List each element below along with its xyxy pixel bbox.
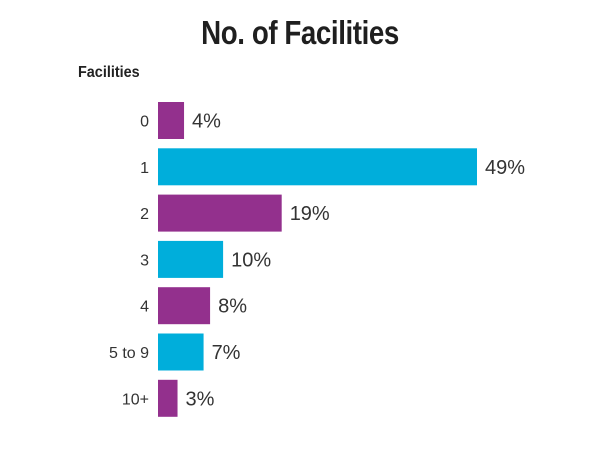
value-label-4: 8% — [218, 296, 247, 318]
category-label-3: 3 — [140, 252, 149, 269]
value-label-2: 19% — [290, 203, 330, 225]
bar-2 — [158, 194, 282, 232]
category-label-4: 4 — [140, 299, 149, 316]
bar-6 — [158, 379, 178, 417]
value-label-3: 10% — [231, 249, 271, 271]
category-label-1: 1 — [140, 160, 149, 177]
category-label-2: 2 — [140, 206, 149, 223]
bar-3 — [158, 240, 224, 278]
bar-1 — [158, 148, 477, 186]
value-label-0: 4% — [192, 111, 221, 133]
y-axis-title: Facilities — [78, 64, 140, 81]
value-label-5: 7% — [212, 342, 241, 364]
bar-5 — [158, 333, 204, 371]
category-label-6: 10+ — [122, 391, 149, 408]
value-label-1: 49% — [485, 157, 525, 179]
bar-0 — [158, 102, 185, 139]
bar-4 — [158, 287, 211, 325]
category-label-0: 0 — [140, 114, 149, 131]
chart-title: No. of Facilities — [201, 14, 399, 51]
value-label-6: 3% — [186, 388, 215, 410]
category-label-5: 5 to 9 — [109, 345, 149, 362]
